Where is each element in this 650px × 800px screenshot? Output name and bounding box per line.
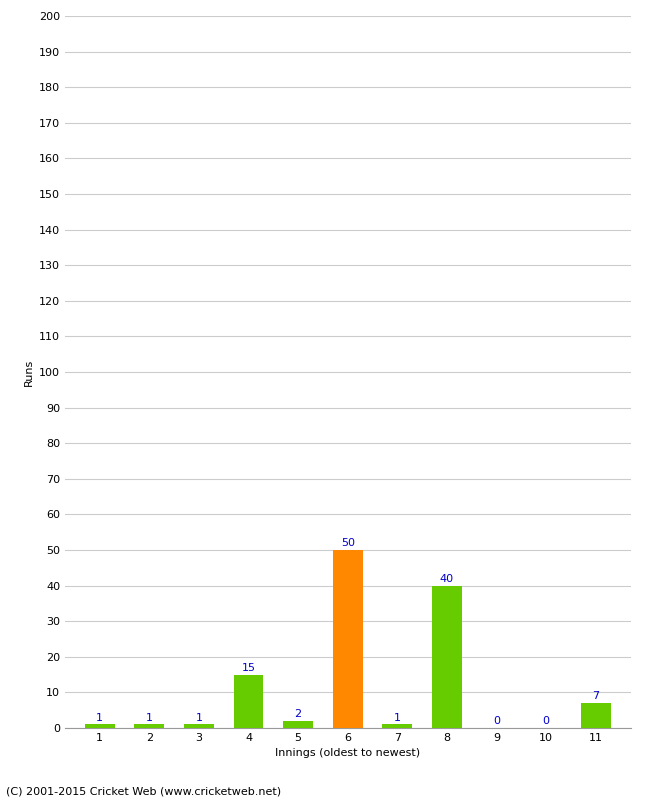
Text: 50: 50 [341, 538, 355, 548]
Bar [135, 725, 164, 728]
Bar [382, 725, 412, 728]
Bar [333, 550, 363, 728]
Text: (C) 2001-2015 Cricket Web (www.cricketweb.net): (C) 2001-2015 Cricket Web (www.cricketwe… [6, 786, 281, 796]
Text: 7: 7 [592, 691, 599, 702]
Bar [581, 703, 610, 728]
Bar [184, 725, 214, 728]
Text: 40: 40 [440, 574, 454, 584]
Y-axis label: Runs: Runs [23, 358, 33, 386]
X-axis label: Innings (oldest to newest): Innings (oldest to newest) [275, 749, 421, 758]
Bar [432, 586, 462, 728]
Text: 0: 0 [543, 716, 550, 726]
Bar [85, 725, 114, 728]
Text: 1: 1 [146, 713, 153, 722]
Text: 2: 2 [294, 709, 302, 719]
Text: 15: 15 [242, 663, 255, 673]
Text: 1: 1 [96, 713, 103, 722]
Bar [233, 674, 263, 728]
Text: 0: 0 [493, 716, 500, 726]
Bar [283, 721, 313, 728]
Text: 1: 1 [394, 713, 401, 722]
Text: 1: 1 [196, 713, 202, 722]
